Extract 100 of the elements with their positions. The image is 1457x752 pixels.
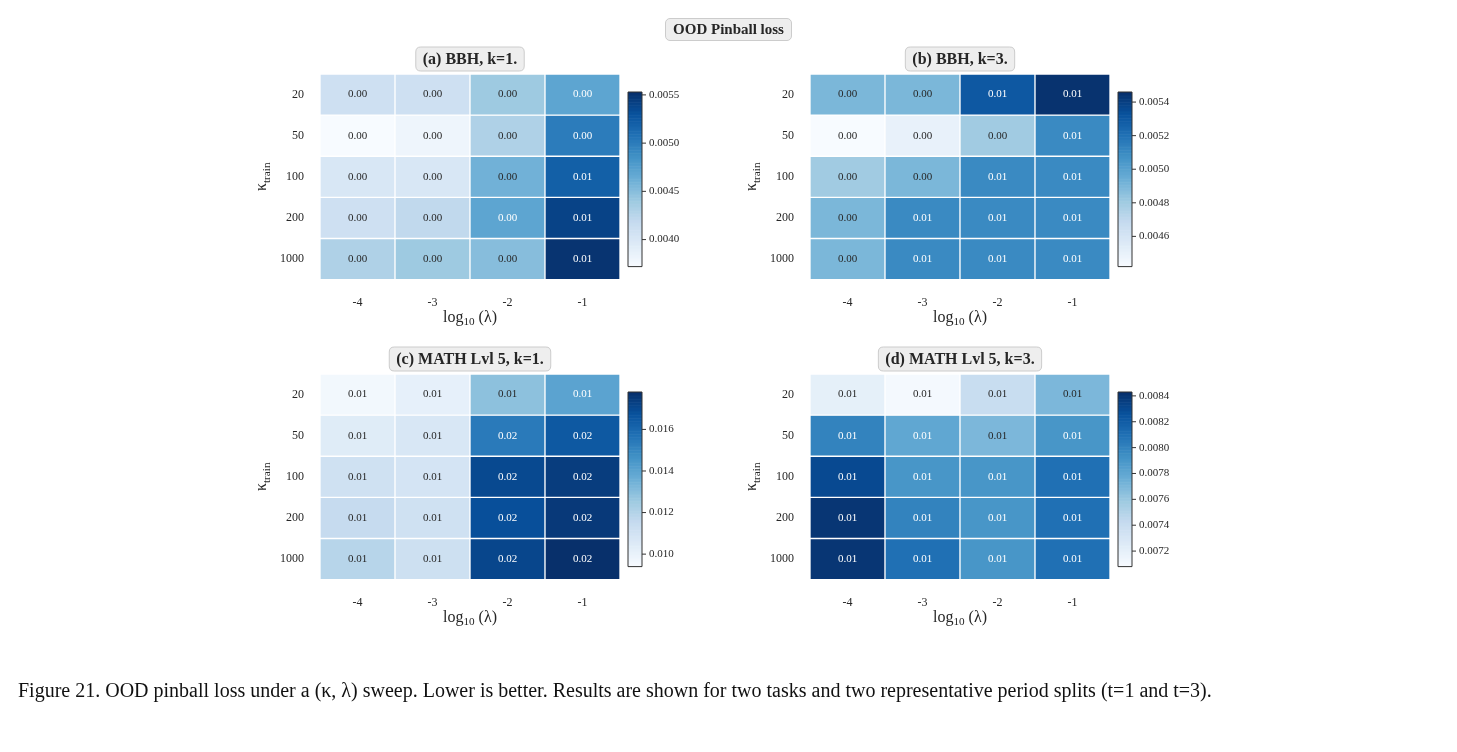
data-label: 0.01 [1062, 510, 1083, 523]
x-tick-label: -3 [427, 594, 438, 609]
data-label: 0.01 [837, 387, 858, 400]
color-bar-label: 0.0040 [649, 232, 680, 245]
color-bar-label: 0.0048 [1139, 195, 1170, 208]
color-bar-label: 0.0050 [1139, 162, 1170, 175]
data-label: 0.01 [347, 551, 368, 564]
data-label: 0.00 [347, 251, 368, 264]
data-label: 0.02 [497, 510, 518, 523]
data-label: 0.01 [912, 251, 933, 264]
x-tick-label: -3 [427, 294, 438, 309]
y-tick-label: 50 [782, 127, 794, 142]
color-bar-label: 0.0055 [649, 87, 680, 100]
color-bar-label: 0.0078 [1139, 466, 1170, 479]
y-tick-label: 100 [286, 468, 304, 483]
color-bar-label: 0.0080 [1139, 440, 1170, 453]
chart-title: (b) BBH, k=3. [912, 50, 1008, 69]
x-tick-label: -4 [842, 594, 853, 609]
data-label: 0.01 [1062, 128, 1083, 141]
chart-title: (d) MATH Lvl 5, k=3. [885, 350, 1035, 369]
chart-title: (c) MATH Lvl 5, k=1. [396, 350, 544, 369]
y-tick-label: 1000 [770, 251, 794, 266]
data-label: 0.01 [837, 469, 858, 482]
data-label: 0.01 [422, 510, 443, 523]
color-bar-label: 0.0050 [649, 136, 680, 149]
data-label: 0.00 [422, 251, 443, 264]
y-tick-label: 20 [782, 86, 794, 101]
x-tick-label: -1 [1067, 294, 1078, 309]
data-label: 0.00 [837, 128, 858, 141]
y-tick-label: 50 [292, 127, 304, 142]
data-label: 0.01 [1062, 469, 1083, 482]
data-label: 0.00 [422, 128, 443, 141]
data-label: 0.01 [572, 251, 593, 264]
x-tick-label: -4 [352, 294, 363, 309]
x-tick-label: -2 [992, 594, 1003, 609]
x-tick-label: -2 [502, 594, 513, 609]
data-label: 0.01 [422, 387, 443, 400]
y-axis-title: κtrain [742, 162, 762, 192]
data-label: 0.00 [497, 251, 518, 264]
data-label: 0.00 [347, 87, 368, 100]
data-label: 0.01 [1062, 387, 1083, 400]
x-tick-label: -1 [1067, 594, 1078, 609]
data-label: 0.01 [347, 510, 368, 523]
data-label: 0.01 [1062, 251, 1083, 264]
y-tick-label: 1000 [280, 251, 304, 266]
data-label: 0.02 [497, 428, 518, 441]
data-label: 0.01 [347, 469, 368, 482]
color-bar-label: 0.0052 [1139, 128, 1170, 141]
y-tick-label: 20 [292, 86, 304, 101]
y-tick-label: 1000 [770, 551, 794, 566]
data-label: 0.00 [347, 128, 368, 141]
y-tick-label: 200 [286, 210, 304, 225]
color-bar-label: 0.014 [649, 463, 675, 476]
y-tick-label: 50 [782, 427, 794, 442]
data-label: 0.01 [1062, 169, 1083, 182]
color-bar-label: 0.0046 [1139, 229, 1170, 242]
data-label: 0.00 [497, 210, 518, 223]
data-label: 0.00 [497, 169, 518, 182]
data-label: 0.00 [422, 210, 443, 223]
color-bar-label: 0.0045 [649, 184, 680, 197]
color-bar-label: 0.0082 [1139, 414, 1170, 427]
data-label: 0.00 [987, 128, 1008, 141]
data-label: 0.01 [987, 251, 1008, 264]
y-axis-title: κtrain [252, 162, 272, 192]
data-label: 0.01 [987, 428, 1008, 441]
y-axis-title: κtrain [252, 462, 272, 492]
chart-title: (a) BBH, k=1. [422, 50, 518, 69]
data-label: 0.00 [422, 169, 443, 182]
color-bar-label: 0.016 [649, 422, 675, 435]
data-label: 0.01 [912, 387, 933, 400]
color-bar-label: 0.0072 [1139, 543, 1170, 556]
data-label: 0.00 [422, 87, 443, 100]
color-bar-label: 0.0076 [1139, 492, 1170, 505]
data-label: 0.01 [1062, 87, 1083, 100]
color-bar-label: 0.012 [649, 505, 674, 518]
data-label: 0.00 [347, 210, 368, 223]
color-bar-label: 0.010 [649, 547, 675, 560]
y-tick-label: 100 [776, 168, 794, 183]
data-label: 0.00 [912, 169, 933, 182]
data-label: 0.00 [837, 87, 858, 100]
data-label: 0.02 [572, 428, 593, 441]
data-label: 0.00 [572, 128, 593, 141]
color-bar-label: 0.0084 [1139, 388, 1170, 401]
data-label: 0.02 [497, 469, 518, 482]
text: OOD Pinball loss [665, 18, 792, 41]
y-tick-label: 200 [286, 510, 304, 525]
y-tick-label: 1000 [280, 551, 304, 566]
data-label: 0.00 [837, 251, 858, 264]
data-label: 0.01 [912, 469, 933, 482]
color-bar-label: 0.0054 [1139, 94, 1170, 107]
data-label: 0.01 [912, 210, 933, 223]
data-label: 0.00 [572, 87, 593, 100]
x-tick-label: -4 [842, 294, 853, 309]
data-label: 0.00 [912, 87, 933, 100]
data-label: 0.01 [912, 428, 933, 441]
data-label: 0.00 [497, 87, 518, 100]
data-label: 0.01 [1062, 210, 1083, 223]
data-label: 0.01 [987, 210, 1008, 223]
caption: Figure 21. OOD pinball loss under a (κ, λ) sweep. Lower is better. Results are shown for two tasks and two representative period splits (t=1 and t=3). [18, 678, 1213, 704]
data-label: 0.01 [572, 210, 593, 223]
